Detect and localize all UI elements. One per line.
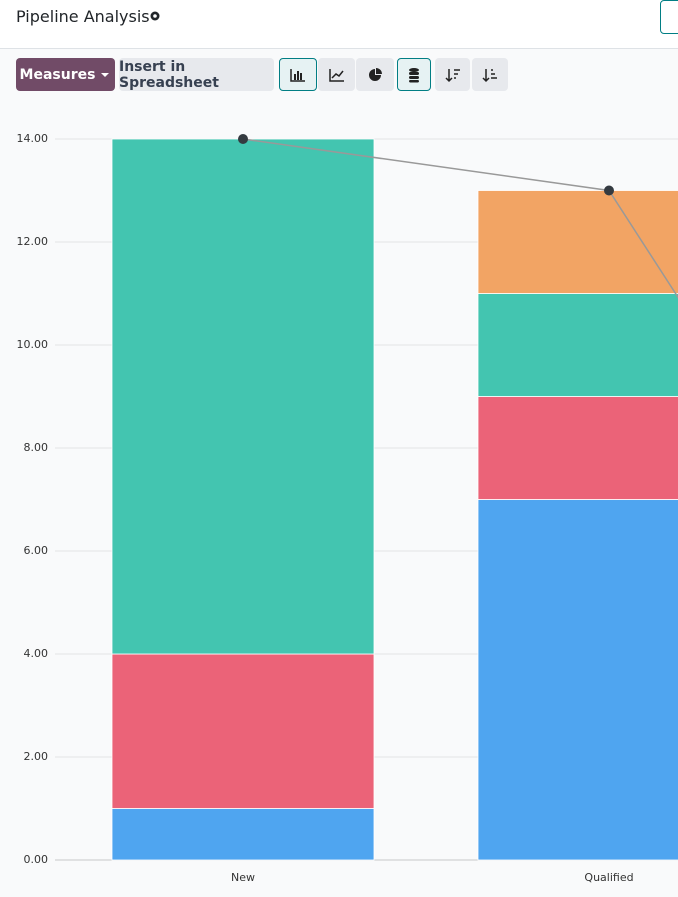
gear-icon[interactable]: [149, 10, 161, 22]
y-tick-label: 4.00: [24, 647, 49, 660]
y-tick-label: 8.00: [24, 441, 49, 454]
bar-segment: [477, 190, 678, 294]
bar-chart-button[interactable]: [279, 58, 317, 91]
pie-chart-button[interactable]: [356, 58, 394, 91]
measures-button[interactable]: Measures: [16, 58, 115, 91]
bar-segment: [477, 499, 678, 861]
bar-segment: [477, 396, 678, 500]
icon: [369, 67, 382, 81]
y-tick-label: 6.00: [24, 544, 49, 557]
insert-spreadsheet-button[interactable]: Insert in Spreadsheet: [119, 58, 274, 91]
y-tick-label: 0.00: [24, 853, 49, 866]
icon: [444, 68, 460, 82]
page-title: Pipeline Analysis: [16, 7, 150, 26]
line-point: [238, 134, 248, 144]
x-tick-label: New: [231, 871, 255, 884]
y-tick-label: 2.00: [24, 750, 49, 763]
stacked-button[interactable]: [397, 58, 431, 91]
header: Pipeline Analysis: [0, 0, 678, 49]
x-tick-label: Qualified: [584, 871, 633, 884]
icon: [409, 67, 419, 82]
icon: [290, 68, 305, 82]
measures-label: Measures: [19, 66, 96, 83]
bar-segment: [477, 293, 678, 397]
y-tick-label: 10.00: [17, 338, 49, 351]
bar-segment: [111, 808, 375, 861]
icon: [328, 68, 344, 82]
y-tick-label: 12.00: [17, 235, 49, 248]
y-tick-label: 14.00: [17, 132, 49, 145]
icon: [482, 68, 497, 82]
line-point: [604, 185, 614, 196]
bar-segment: [111, 138, 375, 655]
bar-segment: [111, 653, 375, 809]
sort-asc-button[interactable]: [472, 58, 508, 91]
caret: [101, 72, 110, 77]
sort-desc-button[interactable]: [435, 58, 470, 91]
line-chart-button[interactable]: [318, 58, 355, 91]
header-button[interactable]: [660, 0, 678, 34]
